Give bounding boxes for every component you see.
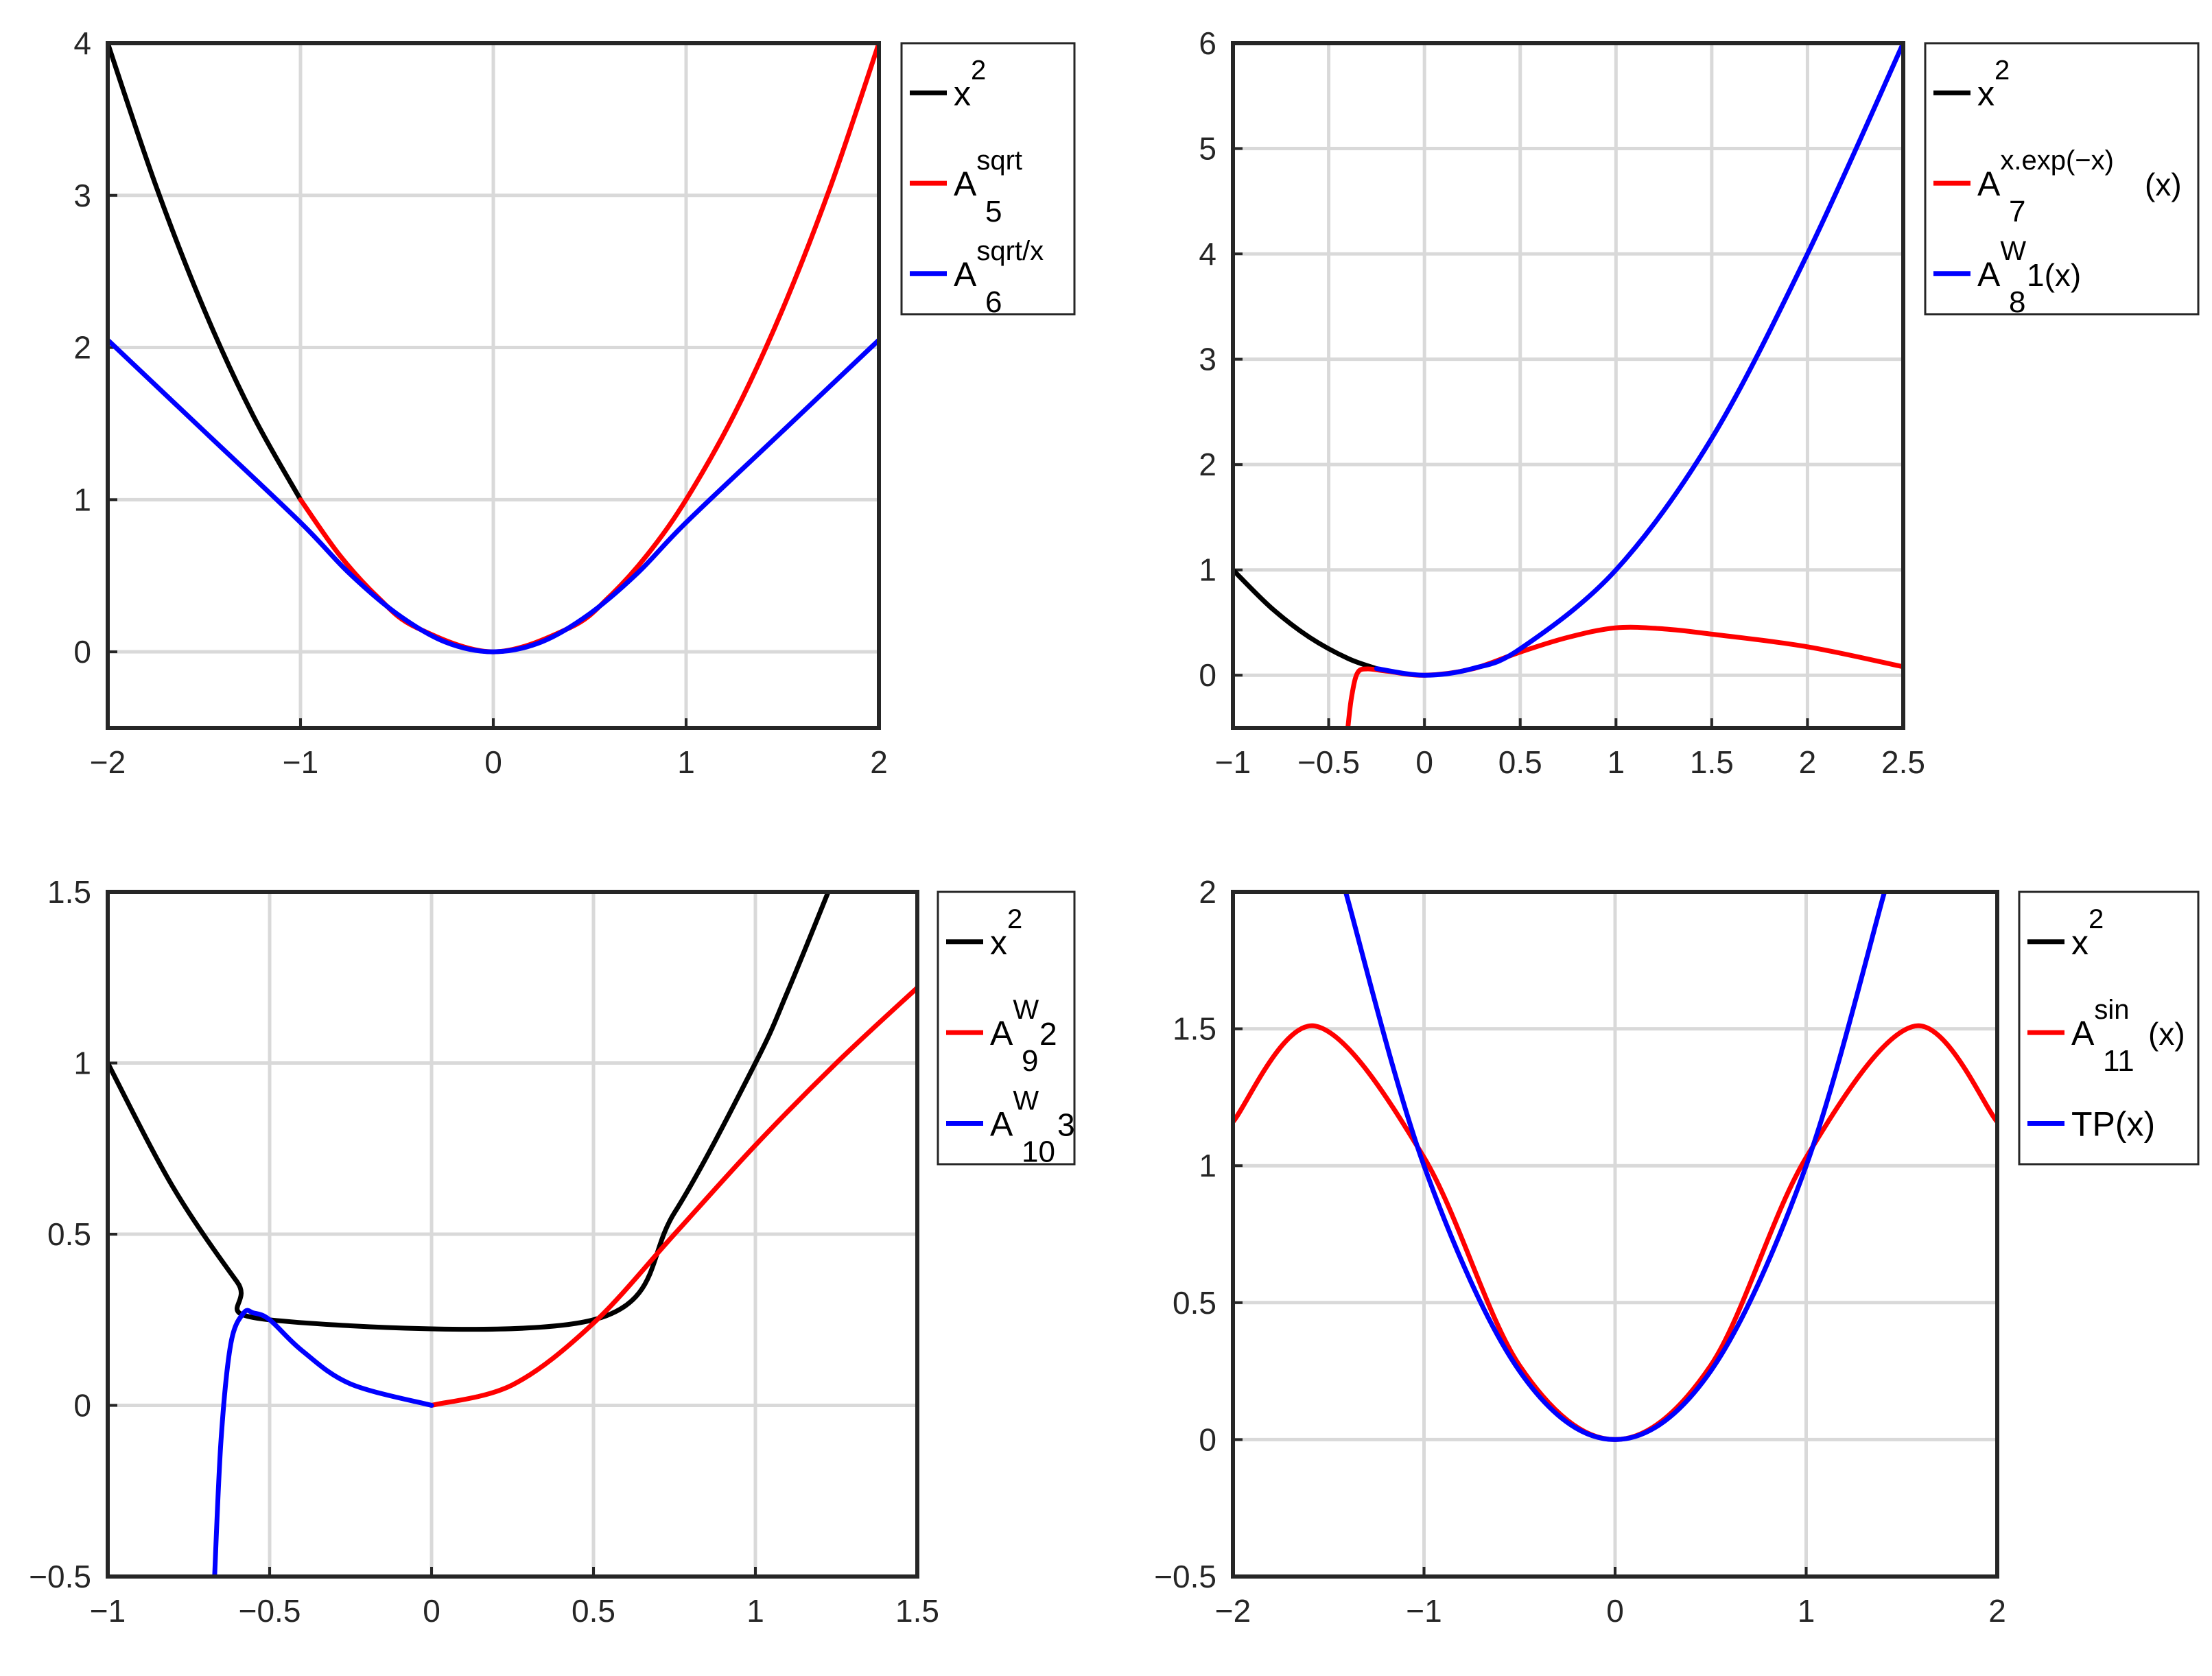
chart-panel-4: −2 −1 0 1 2 −0.5 0 0.5 1 1.5 2 x2 Asin 11(x) TP(x): [1154, 874, 2200, 1629]
x-tick-label: 2.5: [1881, 744, 1925, 780]
x-tick-label: −1: [90, 1593, 126, 1629]
x-tick-label: 2: [1799, 744, 1817, 780]
series-line-1: [108, 892, 831, 1332]
y-tick-label: 3: [73, 178, 91, 213]
x-tick-label: 0: [1415, 744, 1433, 780]
y-tick-label: 1: [73, 1046, 91, 1081]
legend-entry-label: x2: [2071, 904, 2104, 962]
legend-box: [900, 42, 1076, 316]
x-tick-label: −1: [1406, 1593, 1442, 1629]
legend-entry-label: Ax.exp(−x) 7(x): [1977, 145, 2182, 228]
legend-entry-label: Asqrt 5: [954, 145, 1022, 228]
x-tick-label: 1.5: [1690, 744, 1734, 780]
x-tick-label: −0.5: [239, 1593, 301, 1629]
chart-panel-1: −2 −1 0 1 2 0 1 2 3 4 x2 Asqrt 5 Asqrt/x 6: [73, 25, 1076, 780]
y-tick-label: 5: [1199, 131, 1216, 167]
x-tick-label: 0: [1606, 1593, 1624, 1629]
series-line-1: [108, 43, 303, 502]
axes-frame: [106, 41, 881, 730]
x-tick-label: 2: [1988, 1593, 2006, 1629]
y-tick-label: 2: [1199, 447, 1216, 482]
x-tick-label: 1: [1607, 744, 1625, 780]
legend-entry-label: TP(x): [2071, 1105, 2155, 1143]
legend: x2 Asqrt 5 Asqrt/x 6: [900, 42, 1076, 319]
x-tick-label: 0.5: [1498, 744, 1542, 780]
series-line-3: [212, 1308, 434, 1577]
x-tick-label: 1.5: [895, 1593, 939, 1629]
chart-panel-2: −1 −0.5 0 0.5 1 1.5 2 2.5 0 1 2 3 4 5 6 x2 Ax.exp(−x) 7(x…: [1199, 25, 2200, 780]
y-tick-label: 0: [1199, 1421, 1216, 1457]
x-tick-label: 1: [1798, 1593, 1815, 1629]
axes-frame: [1231, 890, 1999, 1579]
y-tick-label: 1.5: [1173, 1011, 1216, 1047]
x-tick-label: 1: [677, 744, 695, 780]
legend-entry-label: x2: [1977, 55, 2010, 113]
y-tick-label: −0.5: [29, 1559, 91, 1594]
y-tick-label: 0: [1199, 657, 1216, 693]
x-tick-label: −0.5: [1297, 744, 1360, 780]
series-line-3: [1343, 892, 1887, 1442]
x-tick-label: −1: [1215, 744, 1251, 780]
legend-entry-label: AW 92: [990, 995, 1057, 1078]
y-tick-label: 1: [73, 482, 91, 517]
y-tick-label: 6: [1199, 25, 1216, 61]
legend-entry-label: x2: [990, 904, 1022, 962]
x-tick-label: −2: [1215, 1593, 1251, 1629]
plot-area: [1233, 43, 1903, 728]
legend-box: [1924, 42, 2200, 316]
legend: x2 AW 92 AW 103: [937, 890, 1076, 1168]
x-tick-label: −1: [283, 744, 318, 780]
legend: x2 Ax.exp(−x) 7(x)AW 81(x): [1924, 42, 2200, 319]
y-tick-label: 0.5: [47, 1216, 91, 1252]
x-tick-label: 2: [870, 744, 888, 780]
y-tick-label: 2: [1199, 874, 1216, 910]
axes-frame: [106, 890, 919, 1579]
legend: x2 Asin 11(x) TP(x): [2018, 890, 2200, 1166]
y-tick-label: 3: [1199, 342, 1216, 377]
axes-frame: [1231, 41, 1905, 730]
series-line-2: [1345, 624, 1903, 728]
legend-entry-label: x2: [954, 55, 986, 113]
y-tick-label: 1: [1199, 1148, 1216, 1183]
legend-box: [937, 890, 1076, 1166]
y-tick-label: 1.5: [47, 874, 91, 910]
series-line-3: [108, 338, 879, 654]
y-tick-label: 2: [73, 330, 91, 366]
series-line-1: [1233, 567, 1379, 672]
legend-entry-label: AW 81(x): [1977, 236, 2081, 319]
legend-entry-label: Asin 11(x): [2071, 995, 2185, 1078]
y-tick-label: −0.5: [1154, 1559, 1216, 1594]
x-tick-label: 1: [746, 1593, 764, 1629]
y-tick-label: 4: [1199, 236, 1216, 272]
x-tick-label: 0.5: [572, 1593, 615, 1629]
legend-entry-label: AW 103: [990, 1085, 1075, 1168]
series-line-2: [429, 985, 917, 1408]
x-tick-label: 0: [423, 1593, 440, 1629]
y-tick-label: 0: [73, 634, 91, 670]
legend-box: [2018, 890, 2200, 1166]
y-tick-label: 0.5: [1173, 1285, 1216, 1321]
y-tick-label: 4: [73, 25, 91, 61]
x-tick-label: −2: [90, 744, 126, 780]
x-tick-label: 0: [484, 744, 502, 780]
y-tick-label: 1: [1199, 552, 1216, 588]
y-tick-label: 0: [73, 1388, 91, 1424]
series-line-3: [1374, 43, 1903, 678]
legend-entry-label: Asqrt/x 6: [954, 236, 1044, 319]
